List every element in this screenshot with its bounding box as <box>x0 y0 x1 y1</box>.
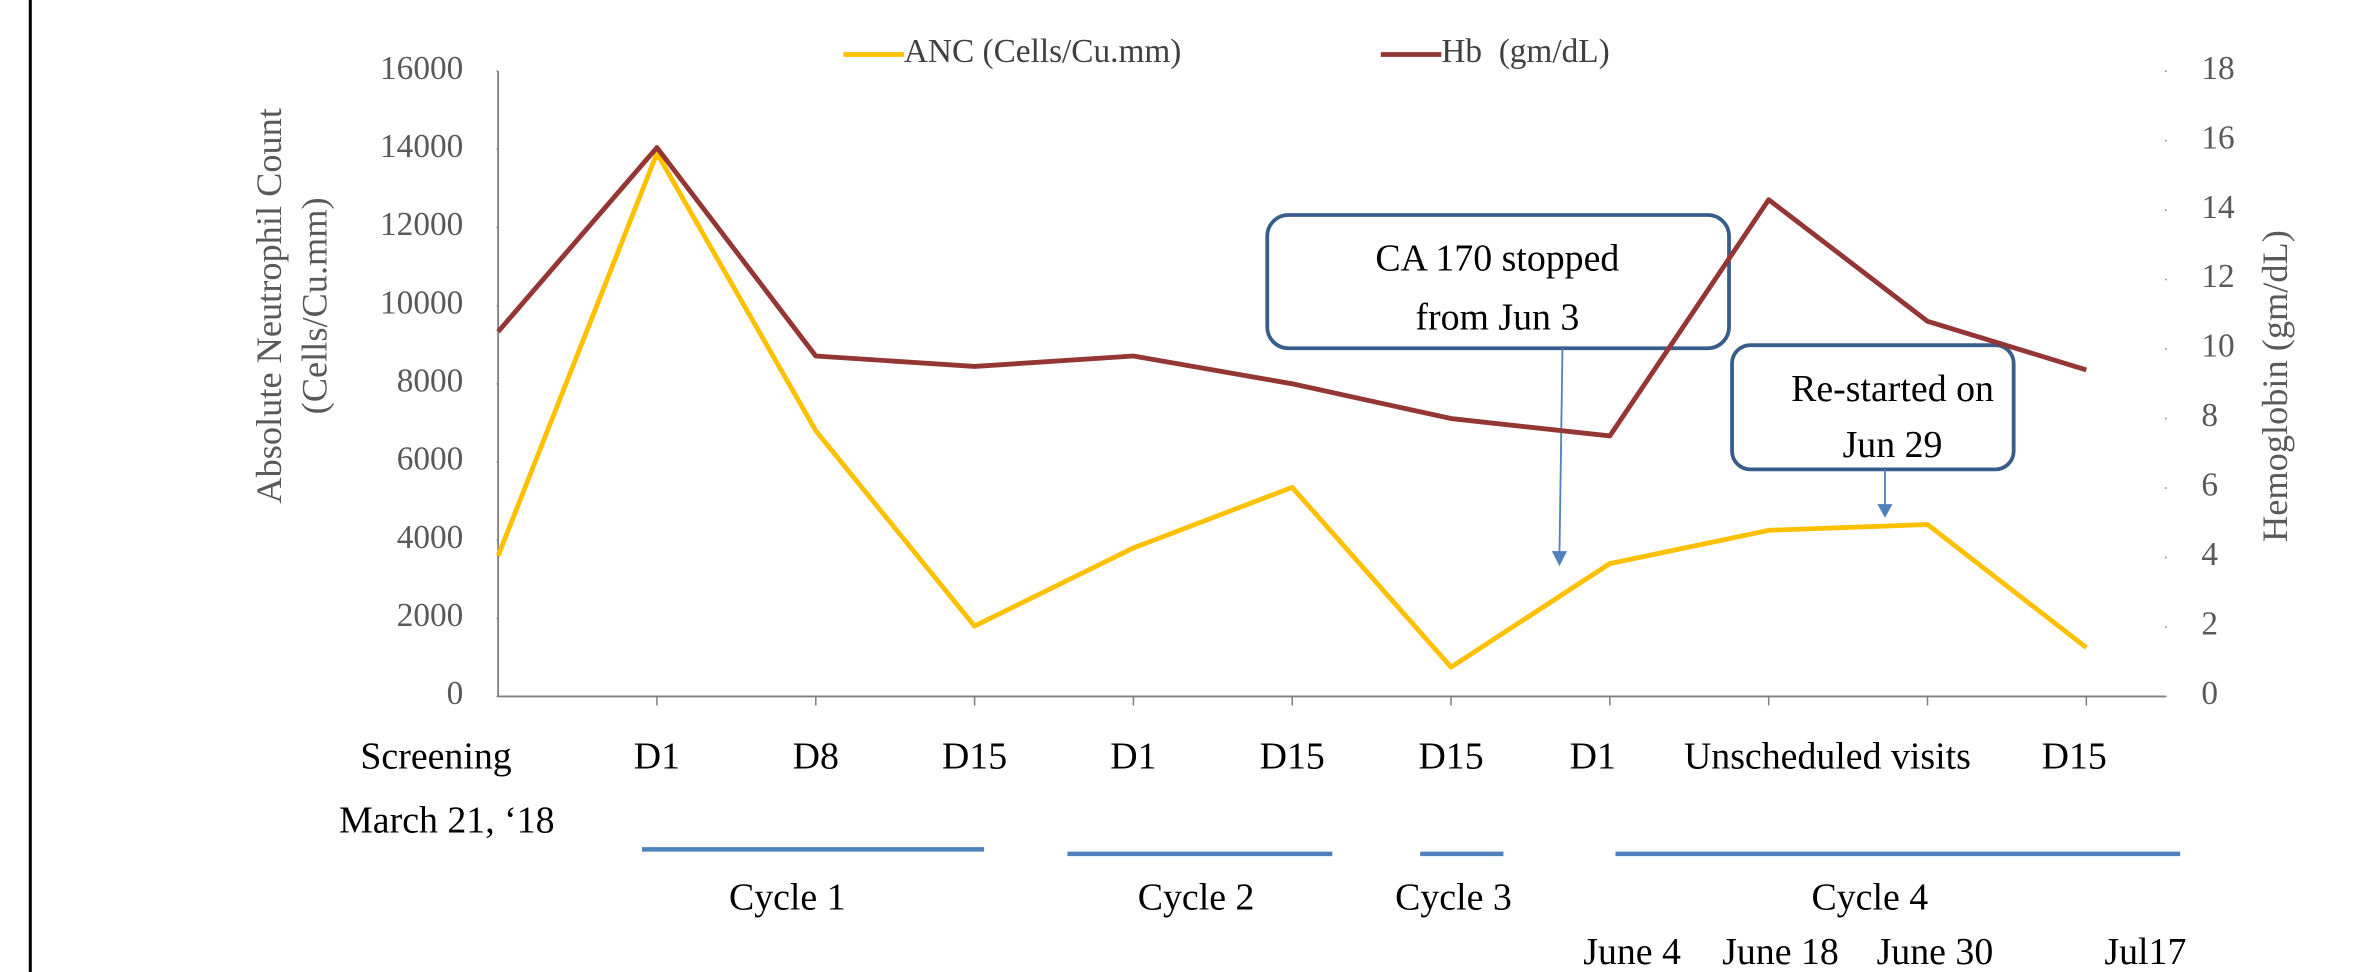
y-tick-label: 10000 <box>380 284 463 321</box>
annotation-box <box>1730 343 2016 472</box>
x-tick-label: D15 <box>1418 736 1483 778</box>
screening-date: March 21, ‘18 <box>339 799 554 841</box>
y2-tick-label: 6 <box>2201 467 2218 504</box>
y2-tick-label: 2 <box>2201 606 2218 643</box>
visit-date: June 18 <box>1722 931 1839 972</box>
arrow-head <box>1551 551 1568 567</box>
arrow-head <box>1877 504 1893 518</box>
y2-tick-label: 0 <box>2201 675 2218 712</box>
y2-tick-label: 18 <box>2201 50 2234 87</box>
y-tick-label: 14000 <box>380 128 463 165</box>
x-tick-label: D8 <box>793 736 839 778</box>
y-tick-label: 6000 <box>397 441 464 478</box>
legend-label: Hb (gm/dL) <box>1441 33 1609 70</box>
y2-tick-label: 16 <box>2201 119 2234 156</box>
y2-tick-label: 14 <box>2201 189 2235 226</box>
y-tick-label: 16000 <box>380 50 463 87</box>
y2-axis-title: Hemoglobin (gm/dL) <box>2255 230 2295 542</box>
cycle-label: Cycle 4 <box>1811 877 1928 919</box>
x-tick-label: D15 <box>2042 736 2107 778</box>
cycle-label: Cycle 2 <box>1138 877 1255 919</box>
y-tick-label: 12000 <box>380 206 463 243</box>
series-line <box>496 145 2088 439</box>
annotation-box <box>1265 213 1731 351</box>
legend-label: ANC (Cells/Cu.mm) <box>904 33 1181 70</box>
annotation-text: Jun 29 <box>1843 424 1943 466</box>
x-tick-label: D1 <box>634 736 680 778</box>
y2-tick-label: 12 <box>2201 258 2234 295</box>
y2-tick-label: 8 <box>2201 397 2218 434</box>
y2-tick-label: 10 <box>2201 328 2234 365</box>
y2-tick-label: 4 <box>2201 536 2218 573</box>
x-tick-label: D15 <box>1260 736 1325 778</box>
annotation-text: Re-started on <box>1791 368 1994 410</box>
x-tick-label: D1 <box>1110 736 1156 778</box>
annotation-text: from Jun 3 <box>1415 297 1579 339</box>
y-tick-label: 4000 <box>397 519 464 556</box>
visit-date: June 30 <box>1877 931 1994 972</box>
x-tick-label: D1 <box>1570 736 1616 778</box>
series-line <box>495 150 2088 670</box>
annotation-text: CA 170 stopped <box>1375 238 1619 280</box>
x-tick-label: Unscheduled visits <box>1684 736 1971 778</box>
visit-date: Jul17 <box>2104 931 2186 972</box>
y-tick-label: 2000 <box>397 597 464 634</box>
y-tick-label: 0 <box>447 675 464 712</box>
x-tick-label: Screening <box>360 736 511 778</box>
y-axis-title: Absolute Neutrophil Count <box>249 108 289 504</box>
annotation-arrow <box>1558 348 1564 555</box>
y-tick-label: 8000 <box>397 362 464 399</box>
cycle-label: Cycle 3 <box>1395 877 1512 919</box>
x-tick-label: D15 <box>942 736 1007 778</box>
y-axis-title: (Cells/Cu.mm) <box>294 197 334 414</box>
visit-date: June 4 <box>1583 931 1681 972</box>
cycle-label: Cycle 1 <box>729 877 846 919</box>
